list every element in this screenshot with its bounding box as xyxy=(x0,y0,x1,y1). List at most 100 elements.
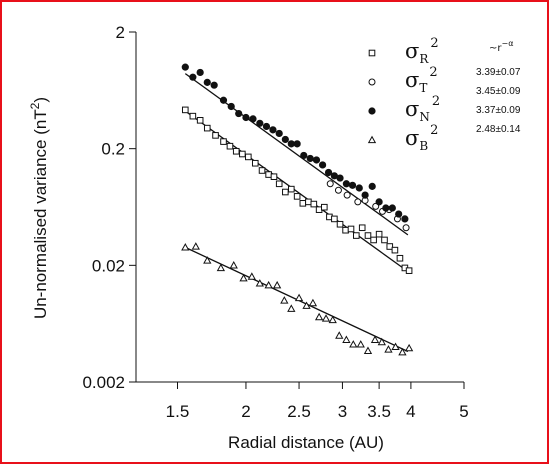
data-point-n xyxy=(401,215,409,223)
legend-label-b: σB2 xyxy=(405,123,438,153)
data-point-r xyxy=(288,185,295,193)
data-point-b xyxy=(328,315,337,324)
data-point-b xyxy=(349,340,358,348)
data-point-n xyxy=(368,182,376,190)
data-point-r xyxy=(181,106,189,114)
data-point-n xyxy=(395,210,403,218)
data-point-n xyxy=(324,168,333,177)
data-point-b xyxy=(370,335,380,343)
data-point-b xyxy=(280,296,289,304)
data-point-b xyxy=(314,312,324,321)
y-ticks: 2 0.2 0.02 0.002 xyxy=(82,23,136,392)
data-point-b xyxy=(239,273,248,282)
fit-exponent-r: 3.39±0.07 xyxy=(476,67,521,78)
fit-lines xyxy=(184,73,409,353)
data-point-b xyxy=(384,345,393,353)
data-point-r xyxy=(245,153,252,161)
fit-exponent-t: 3.45±0.09 xyxy=(476,86,521,97)
data-point-n xyxy=(275,129,283,138)
data-point-r xyxy=(370,236,377,244)
data-point-b xyxy=(363,346,373,354)
data-point-n xyxy=(375,198,383,206)
data-point-r xyxy=(232,147,240,155)
data-point-n xyxy=(235,109,243,118)
data-point-b xyxy=(216,263,226,272)
data-point-r xyxy=(220,138,227,145)
data-point-n xyxy=(336,174,344,182)
data-point-n xyxy=(269,126,277,134)
data-point-r xyxy=(282,188,289,196)
data-point-r xyxy=(270,173,278,181)
data-point-r xyxy=(386,243,394,250)
data-point-n xyxy=(227,102,235,111)
data-point-r xyxy=(310,200,318,208)
data-point-b xyxy=(294,293,304,302)
data-point-b xyxy=(255,279,264,287)
y-tick-label: 0.02 xyxy=(92,256,125,275)
data-point-r xyxy=(375,230,383,238)
data-point-n xyxy=(348,181,357,189)
data-point-r xyxy=(321,203,328,211)
data-point-t xyxy=(326,180,334,188)
legend-label-r: σR2 xyxy=(405,36,439,66)
data-point-n xyxy=(388,204,396,212)
data-point-b xyxy=(272,280,282,289)
data-point-n xyxy=(242,113,250,122)
data-point-b xyxy=(181,243,190,251)
data-point-r xyxy=(331,215,338,223)
data-point-n xyxy=(262,122,271,131)
data-points xyxy=(181,63,414,356)
data-point-r xyxy=(364,232,372,239)
data-point-b xyxy=(203,256,212,264)
data-point-r xyxy=(226,142,234,150)
data-point-r xyxy=(336,220,344,228)
data-point-r xyxy=(358,224,366,232)
data-point-n xyxy=(342,180,350,188)
data-point-n xyxy=(181,63,189,71)
data-point-r xyxy=(299,200,307,207)
data-point-r xyxy=(239,150,246,158)
data-point-n xyxy=(300,151,308,160)
y-tick-label: 2 xyxy=(116,23,125,42)
data-point-r xyxy=(189,112,197,120)
data-point-r xyxy=(391,246,399,254)
data-point-n xyxy=(382,204,390,212)
data-point-b xyxy=(377,337,386,346)
data-point-r xyxy=(293,193,301,200)
axes xyxy=(135,32,464,383)
data-point-n xyxy=(318,161,327,169)
data-point-r xyxy=(258,167,266,174)
data-point-b xyxy=(391,342,400,351)
data-point-r xyxy=(212,132,219,139)
data-point-n xyxy=(355,184,363,192)
x-axis-title: Radial distance (AU) xyxy=(228,433,384,452)
data-point-n xyxy=(249,115,257,123)
legend-label-n: σN2 xyxy=(405,94,440,124)
data-point-t xyxy=(354,198,362,206)
data-point-n xyxy=(219,96,228,104)
legend-marker-r xyxy=(368,49,376,57)
x-tick-label: 3 xyxy=(338,402,347,421)
y-tick-label: 0.002 xyxy=(82,373,125,392)
data-point-r xyxy=(342,226,349,234)
fit-line-n xyxy=(184,73,409,236)
data-point-r xyxy=(347,225,355,233)
data-point-n xyxy=(210,81,218,89)
data-point-b xyxy=(229,261,238,269)
data-point-b xyxy=(321,314,331,322)
data-point-n xyxy=(306,154,314,163)
legend-label-t: σT2 xyxy=(405,65,438,95)
data-point-r xyxy=(405,267,413,274)
data-point-r xyxy=(381,236,388,244)
data-point-r xyxy=(265,171,272,178)
data-point-n xyxy=(281,135,289,144)
x-tick-label: 3.5 xyxy=(367,402,391,421)
data-point-b xyxy=(308,298,318,307)
data-point-b xyxy=(398,347,407,356)
data-point-r xyxy=(196,117,204,124)
data-point-b xyxy=(264,280,273,289)
legend-marker-n xyxy=(368,107,376,115)
fit-header: ~r−α xyxy=(489,39,513,54)
